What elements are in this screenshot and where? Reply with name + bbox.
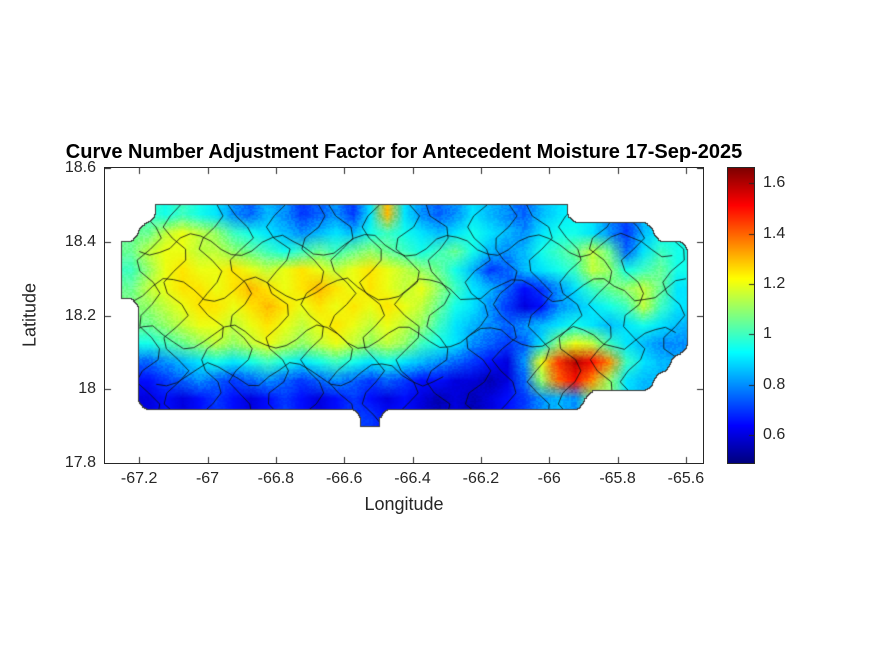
x-tick-label: -66.4	[394, 470, 431, 487]
plot-area	[104, 167, 704, 464]
y-tick-label: 18.6	[64, 159, 96, 176]
y-tick-label: 18.4	[64, 232, 96, 250]
y-axis-label: Latitude	[19, 282, 40, 348]
colorbar-tick-label: 1.2	[763, 274, 786, 292]
x-tick-label: -67	[195, 470, 220, 487]
y-tick-label: 18.2	[64, 306, 96, 324]
colorbar-tick-label: 0.8	[763, 375, 786, 393]
x-tick-label: -67.2	[120, 470, 158, 487]
x-tick-label: -66.6	[325, 470, 363, 487]
x-axis-label: Longitude	[364, 494, 444, 514]
y-tick-label: 18	[78, 380, 96, 398]
x-tick-label: -66.2	[462, 470, 500, 487]
colorbar-tick-label: 1.6	[763, 174, 786, 192]
y-tick-label: 17.8	[64, 454, 96, 471]
colorbar-tick-label: 0.6	[763, 426, 786, 444]
colorbar-tick-label: 1	[763, 325, 772, 343]
colorbar	[727, 167, 755, 464]
x-tick-label: -65.8	[599, 470, 636, 487]
x-tick-label: -66.8	[257, 470, 295, 487]
x-tick-label: -66	[537, 470, 561, 487]
puerto-rico-heatmap-canvas	[105, 168, 703, 463]
x-tick-label: -65.6	[667, 470, 705, 487]
chart-title: Curve Number Adjustment Factor for Antec…	[65, 141, 743, 163]
colorbar-tick-label: 1.4	[763, 224, 786, 242]
colorbar-gradient	[728, 168, 754, 463]
